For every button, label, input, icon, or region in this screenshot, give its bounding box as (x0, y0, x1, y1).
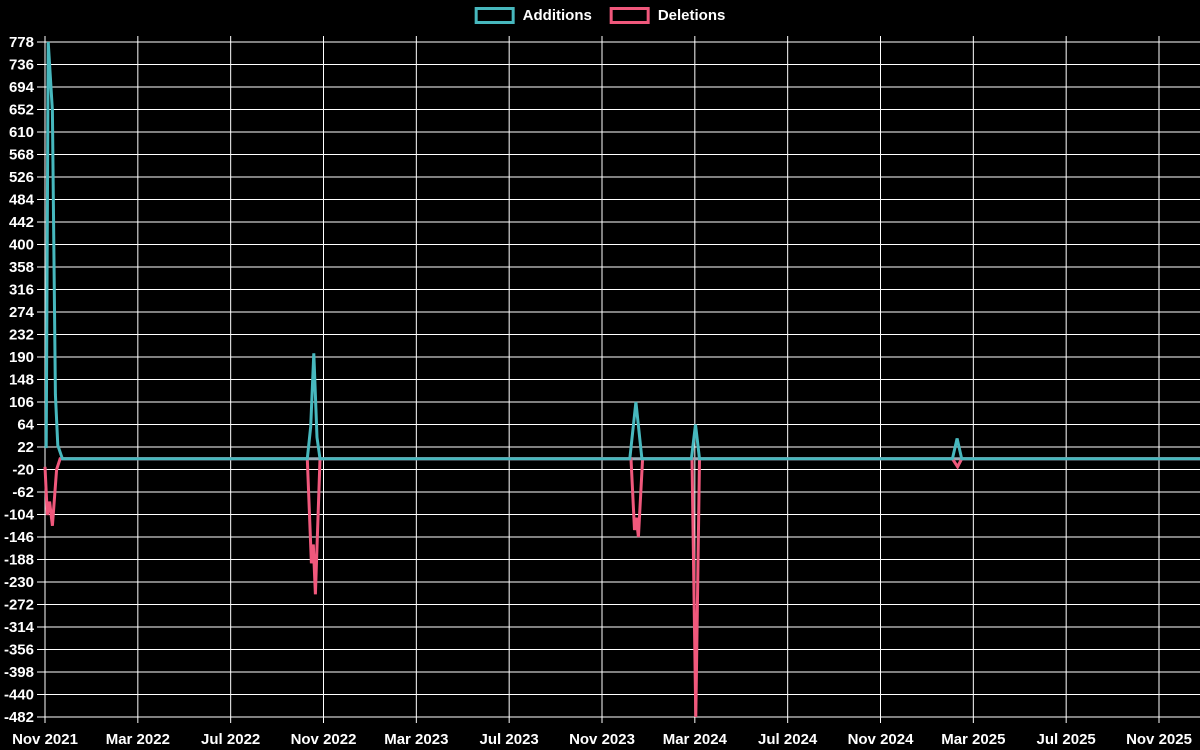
x-tick-label: Jul 2025 (1037, 731, 1096, 748)
y-tick-label: -398 (4, 664, 34, 681)
additions-line (44, 41, 1200, 461)
additions-legend-label: Additions (522, 7, 592, 24)
y-tick-label: -104 (4, 507, 35, 524)
y-tick-label: 106 (9, 394, 34, 411)
y-tick-label: 484 (9, 192, 35, 209)
x-tick-label: Nov 2022 (291, 731, 357, 748)
x-tick-label: Jul 2022 (201, 731, 260, 748)
y-tick-label: 568 (9, 147, 34, 164)
x-tick-label: Mar 2023 (384, 731, 448, 748)
y-tick-label: -482 (4, 709, 34, 726)
y-tick-label: -188 (4, 552, 34, 569)
legend-item-additions[interactable]: Additions (474, 7, 592, 24)
y-tick-label: 610 (9, 124, 34, 141)
y-tick-label: 358 (9, 259, 34, 276)
y-tick-label: 736 (9, 57, 34, 74)
deletions-swatch (609, 7, 650, 24)
x-tick-label: Nov 2025 (1126, 731, 1192, 748)
y-tick-label: 316 (9, 282, 34, 299)
y-tick-label: 274 (9, 304, 35, 321)
legend-item-deletions[interactable]: Deletions (609, 7, 726, 24)
chart-legend: Additions Deletions (474, 7, 726, 24)
y-tick-label: 652 (9, 102, 34, 119)
y-tick-label: 190 (9, 349, 34, 366)
x-tick-label: Nov 2021 (12, 731, 78, 748)
deletions-line (43, 457, 1200, 718)
x-tick-label: Nov 2024 (848, 731, 915, 748)
y-tick-label: 442 (9, 214, 34, 231)
x-tick-label: Mar 2024 (663, 731, 728, 748)
x-tick-label: Jul 2024 (758, 731, 818, 748)
x-tick-label: Mar 2025 (941, 731, 1005, 748)
y-tick-label: -314 (4, 619, 35, 636)
additions-swatch (474, 7, 515, 24)
x-tick-label: Nov 2023 (569, 731, 635, 748)
y-tick-label: 526 (9, 169, 34, 186)
deletions-legend-label: Deletions (657, 7, 726, 24)
y-tick-label: -272 (4, 597, 34, 614)
x-tick-label: Mar 2022 (106, 731, 170, 748)
y-tick-label: 400 (9, 237, 34, 254)
y-tick-label: -440 (4, 687, 34, 704)
y-tick-label: 232 (9, 327, 34, 344)
y-tick-label: -356 (4, 642, 34, 659)
y-tick-label: -62 (12, 484, 34, 501)
y-tick-label: -230 (4, 574, 34, 591)
y-tick-label: -20 (12, 462, 34, 479)
y-tick-label: 148 (9, 372, 34, 389)
y-tick-label: 778 (9, 34, 34, 51)
y-tick-label: -146 (4, 529, 34, 546)
y-tick-label: 22 (17, 439, 34, 456)
y-tick-label: 694 (9, 79, 35, 96)
y-tick-label: 64 (17, 417, 34, 434)
x-tick-label: Jul 2023 (480, 731, 539, 748)
